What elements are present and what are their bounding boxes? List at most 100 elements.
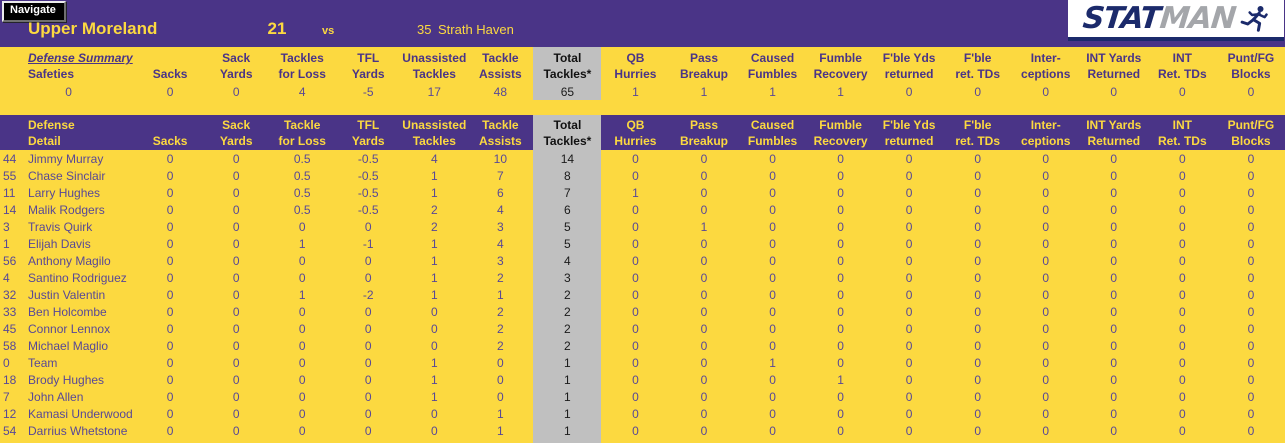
stat-cell: 0 [1217, 269, 1285, 286]
stat-cell: 0 [137, 320, 203, 337]
stat-cell: 0 [1080, 354, 1148, 371]
player-name: Darrius Whetstone [24, 422, 137, 439]
stat-cell: 0 [1012, 167, 1080, 184]
stat-cell: -0.5 [335, 167, 401, 184]
stat-cell: 0 [739, 388, 807, 405]
stat-cell: 0.5 [269, 150, 335, 167]
stat-cell: 0 [1012, 337, 1080, 354]
stat-cell: 0 [807, 252, 875, 269]
stat-cell: 2 [467, 320, 533, 337]
stat-cell: 0 [335, 337, 401, 354]
stat-cell: 0 [1148, 252, 1217, 269]
stat-cell: 0 [739, 269, 807, 286]
player-name: Travis Quirk [24, 218, 137, 235]
total-tackles-cell: 1 [533, 388, 601, 405]
summary-column-header: Tacklesfor Loss [269, 47, 335, 83]
stat-cell: 0 [1080, 337, 1148, 354]
detail-column-header: Sacks [137, 115, 203, 150]
column-header-line2: ceptions [1012, 66, 1080, 82]
stat-cell: 0 [335, 354, 401, 371]
total-tackles-cell: 1 [533, 354, 601, 371]
detail-column-header: CausedFumbles [739, 115, 807, 150]
stat-cell: 0 [335, 422, 401, 439]
bottom-strip-cell [669, 439, 738, 443]
stat-cell: 0 [807, 286, 875, 303]
stat-cell: 0 [1080, 422, 1148, 439]
stat-cell: 0 [1080, 269, 1148, 286]
column-header-line1: INT Yards [1080, 115, 1148, 133]
detail-column-header: SackYards [203, 115, 269, 150]
total-tackles-cell: 1 [533, 405, 601, 422]
column-header-line1: TFL [335, 47, 401, 66]
summary-column-header: F'ble Ydsreturned [875, 47, 944, 83]
stat-cell: 0 [137, 371, 203, 388]
stat-cell: 0 [1148, 388, 1217, 405]
column-header-line1: Unassisted [401, 47, 467, 66]
player-name: Michael Maglio [24, 337, 137, 354]
stat-cell: 0 [669, 303, 738, 320]
stat-cell: 0 [1217, 388, 1285, 405]
column-header-line2: Fumbles [739, 66, 807, 82]
column-header-line2: Detail [28, 133, 137, 149]
stat-cell: 0 [1080, 201, 1148, 218]
stat-cell: 0 [807, 235, 875, 252]
player-row: 4Santino Rodriguez00001230000000000 [0, 269, 1285, 286]
stat-cell: 0 [1217, 184, 1285, 201]
player-row: 44Jimmy Murray000.5-0.5410140000000000 [0, 150, 1285, 167]
bottom-strip-cell [335, 439, 401, 443]
stat-cell: 0 [335, 320, 401, 337]
stat-cell: 0 [669, 269, 738, 286]
player-row: 11Larry Hughes000.5-0.51671000000000 [0, 184, 1285, 201]
player-row: 12Kamasi Underwood00000110000000000 [0, 405, 1285, 422]
column-header-line2: Recovery [807, 133, 875, 149]
stat-cell: 1 [401, 235, 467, 252]
summary-column-header: FumbleRecovery [807, 47, 875, 83]
column-header-line1: Pass [669, 47, 738, 66]
player-name: Kamasi Underwood [24, 405, 137, 422]
stat-cell: 0 [1217, 252, 1285, 269]
stat-cell: 0 [875, 371, 944, 388]
stat-cell: -0.5 [335, 184, 401, 201]
player-name: Larry Hughes [24, 184, 137, 201]
away-team-name: Strath Haven [438, 22, 514, 37]
stat-cell: 0 [137, 252, 203, 269]
stat-cell: 0 [401, 320, 467, 337]
stat-cell: 0 [203, 405, 269, 422]
stat-cell: 0 [269, 405, 335, 422]
total-tackles-cell: 8 [533, 167, 601, 184]
stat-cell: -1 [335, 235, 401, 252]
summary-value-cell: 1 [669, 83, 738, 100]
total-tackles-cell: 7 [533, 184, 601, 201]
detail-column-header: TackleAssists [467, 115, 533, 150]
column-header-line2: Ret. TDs [1148, 66, 1217, 82]
bottom-strip-cell [1148, 439, 1217, 443]
summary-column-header: INTRet. TDs [1148, 47, 1217, 83]
jersey-number: 3 [0, 218, 24, 235]
stat-cell: 0 [269, 388, 335, 405]
defense-detail-section: DefenseDetailSacksSackYardsTacklefor Los… [0, 115, 1285, 443]
detail-column-header: TFLYards [335, 115, 401, 150]
column-header-line2: ceptions [1012, 133, 1080, 149]
stat-cell: 2 [401, 218, 467, 235]
summary-value-cell: 17 [401, 83, 467, 100]
detail-column-header: FumbleRecovery [807, 115, 875, 150]
stat-cell: 0 [875, 354, 944, 371]
summary-value-cell: 0 [1217, 83, 1285, 100]
column-header-line1: QB [601, 47, 669, 66]
stat-cell: 0 [1217, 422, 1285, 439]
total-tackles-cell: 1 [533, 422, 601, 439]
stat-cell: 0 [601, 405, 669, 422]
stat-cell: 0 [807, 184, 875, 201]
column-header-line2: for Loss [269, 66, 335, 82]
bottom-strip [0, 439, 1285, 443]
stat-cell: 0 [203, 320, 269, 337]
column-header-line2: for Loss [269, 133, 335, 149]
stat-cell: 10 [467, 150, 533, 167]
stat-cell: 0 [1217, 320, 1285, 337]
column-header-line2: Ret. TDs [1148, 133, 1217, 149]
player-row: 14Malik Rodgers000.5-0.52460000000000 [0, 201, 1285, 218]
column-header-line1: Total [533, 47, 601, 66]
stat-cell: 0 [137, 269, 203, 286]
detail-column-header: INT YardsReturned [1080, 115, 1148, 150]
stat-cell: 0 [944, 320, 1012, 337]
